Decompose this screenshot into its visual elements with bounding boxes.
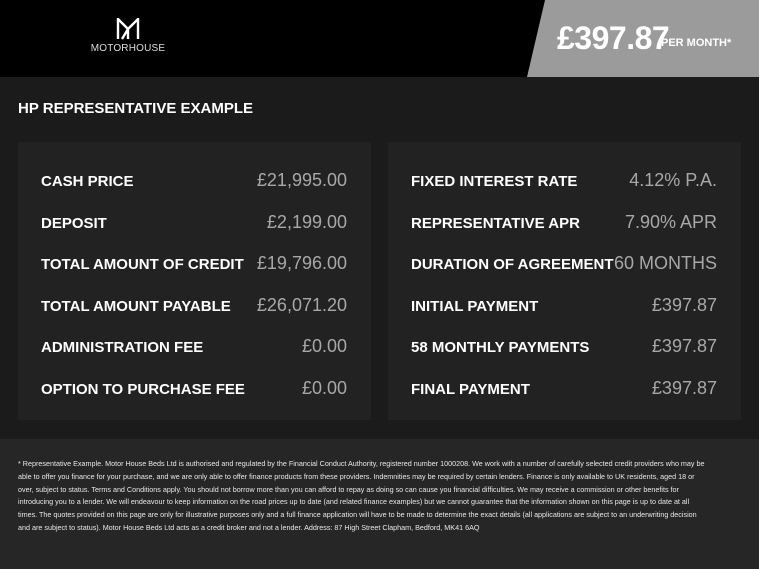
finance-panel-right: FIXED INTEREST RATE 4.12% P.A. REPRESENTAT…: [388, 142, 741, 420]
motorhouse-logo[interactable]: MOTORHOUSE: [90, 18, 166, 54]
finance-value: 60 MONTHS: [613, 253, 717, 273]
finance-value: £397.87: [651, 294, 717, 315]
finance-row: DEPOSIT £2,199.00: [41, 212, 347, 233]
footer: * Representative Example. Motor House Be…: [0, 439, 759, 569]
finance-label: 58 MONTHLY PAYMENTS: [411, 339, 590, 356]
finance-label: FIXED INTEREST RATE: [411, 173, 578, 190]
finance-value: £21,995.00: [256, 170, 347, 190]
finance-row: DURATION OF AGREEMENT 60 MONTHS: [411, 253, 717, 274]
finance-row: CASH PRICE £21,995.00: [41, 170, 347, 191]
finance-value: £397.87: [651, 336, 717, 356]
monthly-price-banner: £397.87 PER MONTH*: [527, 0, 759, 77]
finance-label: OPTION TO PURCHASE FEE: [41, 380, 245, 398]
disclaimer-text: * Representative Example. Motor House Be…: [18, 459, 705, 532]
finance-value: £0.00: [301, 336, 347, 356]
finance-value: £2,199.00: [266, 211, 347, 232]
finance-label: CASH PRICE: [41, 173, 134, 190]
finance-value: £19,796.00: [256, 253, 347, 273]
finance-label: REPRESENTATIVE APR: [411, 214, 580, 232]
finance-row: REPRESENTATIVE APR 7.90% APR: [411, 212, 717, 233]
finance-label: DEPOSIT: [41, 214, 107, 232]
header: MOTORHOUSE £397.87 PER MONTH*: [0, 0, 759, 77]
finance-row: FIXED INTEREST RATE 4.12% P.A.: [411, 170, 717, 191]
finance-label: TOTAL AMOUNT PAYABLE: [41, 297, 231, 315]
per-month-label: PER MONTH*: [661, 37, 732, 49]
finance-row: INITIAL PAYMENT £397.87: [411, 295, 717, 316]
finance-panel-left: CASH PRICE £21,995.00 DEPOSIT £2,199.00 TOTA…: [18, 142, 371, 420]
page-title: HP REPRESENTATIVE EXAMPLE: [18, 100, 254, 117]
logo-mark-icon: [116, 18, 140, 40]
finance-label: FINAL PAYMENT: [411, 380, 530, 398]
finance-label: ADMINISTRATION FEE: [41, 339, 204, 356]
finance-label: TOTAL AMOUNT OF CREDIT: [41, 256, 244, 273]
finance-value: 4.12% P.A.: [629, 170, 717, 190]
finance-label: INITIAL PAYMENT: [411, 297, 539, 315]
finance-row: TOTAL AMOUNT PAYABLE £26,071.20: [41, 295, 347, 316]
finance-row: 58 MONTHLY PAYMENTS £397.87: [411, 336, 717, 357]
finance-row: OPTION TO PURCHASE FEE £0.00: [41, 378, 347, 399]
finance-value: £397.87: [651, 377, 717, 398]
finance-row: TOTAL AMOUNT OF CREDIT £19,796.00: [41, 253, 347, 274]
finance-value: 7.90% APR: [624, 211, 717, 232]
finance-row: ADMINISTRATION FEE £0.00: [41, 336, 347, 357]
finance-row: FINAL PAYMENT £397.87: [411, 378, 717, 399]
finance-label: DURATION OF AGREEMENT: [411, 256, 614, 273]
monthly-price: £397.87: [557, 20, 670, 56]
brand-name: MOTORHOUSE: [90, 43, 166, 54]
finance-value: £0.00: [301, 377, 347, 398]
finance-value: £26,071.20: [256, 294, 347, 315]
